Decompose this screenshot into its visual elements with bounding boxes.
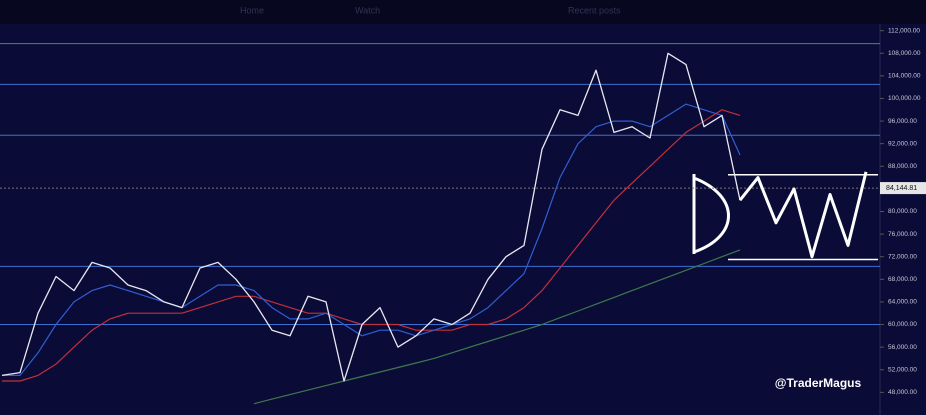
y-tick-label: 96,000.00 [888,118,917,125]
y-tick-label: 104,000.00 [888,73,921,80]
last-price-label: 84,144.81 [886,185,917,192]
y-tick-label: 72,000.00 [888,253,917,260]
nav-item[interactable]: Watch [355,5,380,15]
last-price-box [880,182,926,195]
nav-item[interactable]: Home [240,5,264,15]
plot-bg [0,24,926,415]
series-line [1,52,741,382]
plot [0,43,880,405]
series-line [2,103,741,376]
y-tick-label: 92,000.00 [888,140,917,147]
y-tick-label: 56,000.00 [888,344,917,351]
y-tick-label: 68,000.00 [888,276,917,283]
y-tick-label: 100,000.00 [888,95,921,102]
y-tick-label: 80,000.00 [888,208,917,215]
series-line [2,109,741,382]
y-tick-label: 64,000.00 [888,299,917,306]
watermark: @TraderMagus [775,376,862,390]
nav-item[interactable]: Recent posts [568,5,621,15]
y-tick-label: 108,000.00 [888,50,921,57]
y-tick-label: 60,000.00 [888,321,917,328]
y-tick-label: 48,000.00 [888,389,917,396]
series-line [253,249,741,405]
top-bar [0,0,926,24]
pattern-shape [692,174,730,254]
y-tick-label: 88,000.00 [888,163,917,170]
series-line [738,171,868,259]
y-tick-label: 76,000.00 [888,231,917,238]
y-tick-label: 112,000.00 [888,27,920,34]
y-tick-label: 52,000.00 [888,366,917,373]
